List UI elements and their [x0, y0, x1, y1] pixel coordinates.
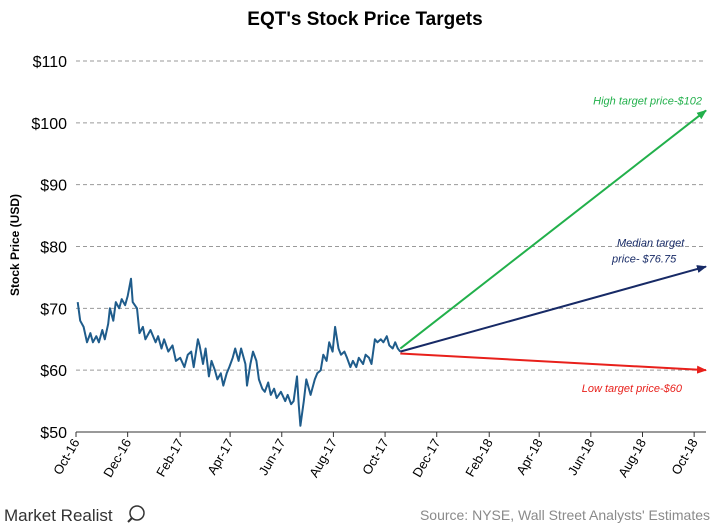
brand-magnifier-handle	[127, 517, 133, 523]
x-tick-label: Aug-17	[306, 436, 340, 480]
y-tick-label: $60	[40, 363, 67, 380]
low-target-label: Low target price-$60	[582, 383, 683, 395]
y-axis-label: Stock Price (USD)	[8, 194, 22, 296]
x-axis-ticks: Oct-16 Dec-16 Feb-17 Apr-17 Jun-17 Aug-17 Oct-…	[50, 432, 701, 480]
brand-name: Market Realist	[4, 506, 113, 525]
price-line	[76, 277, 402, 427]
x-tick-label: Feb-18	[462, 436, 496, 479]
median-target-label-line: Median target	[617, 238, 685, 250]
y-tick-label: $100	[31, 116, 67, 133]
y-tick-label: $110	[33, 54, 68, 71]
x-tick-label: Feb-17	[153, 436, 187, 479]
y-tick-label: $50	[40, 425, 67, 442]
median-target-arrow	[400, 265, 707, 353]
x-tick-label: Dec-17	[409, 436, 443, 480]
median-target-label-line: price- $76.75	[611, 254, 677, 266]
high-target-label: High target price-$102	[593, 95, 702, 107]
y-axis-ticks: $50 $60 $70 $80 $90 $100 $110	[31, 54, 67, 442]
gridlines	[76, 60, 706, 371]
x-tick-label: Jun-18	[565, 436, 598, 478]
high-target-arrow	[399, 109, 707, 350]
low-target-arrow	[400, 352, 707, 374]
x-tick-label: Jun-17	[255, 436, 288, 478]
x-tick-label: Oct-16	[50, 436, 82, 477]
target-projections	[399, 109, 707, 374]
x-tick-label: Aug-18	[615, 436, 649, 480]
x-tick-label: Oct-17	[359, 436, 391, 477]
y-tick-label: $90	[40, 178, 67, 195]
source-note: Source: NYSE, Wall Street Analysts' Esti…	[420, 507, 710, 523]
y-tick-label: $70	[40, 301, 67, 318]
x-tick-label: Dec-16	[100, 436, 134, 480]
target-annotations: High target price-$102 Median target price…	[582, 95, 702, 395]
brand-magnifier-icon	[129, 505, 145, 521]
y-tick-label: $80	[40, 240, 67, 257]
price-series	[76, 277, 402, 427]
x-tick-label: Apr-17	[204, 436, 237, 477]
brand-logo: Market Realist	[4, 505, 145, 525]
x-tick-label: Oct-18	[668, 436, 700, 477]
chart-title: EQT's Stock Price Targets	[247, 9, 482, 30]
x-tick-label: Apr-18	[513, 436, 546, 477]
